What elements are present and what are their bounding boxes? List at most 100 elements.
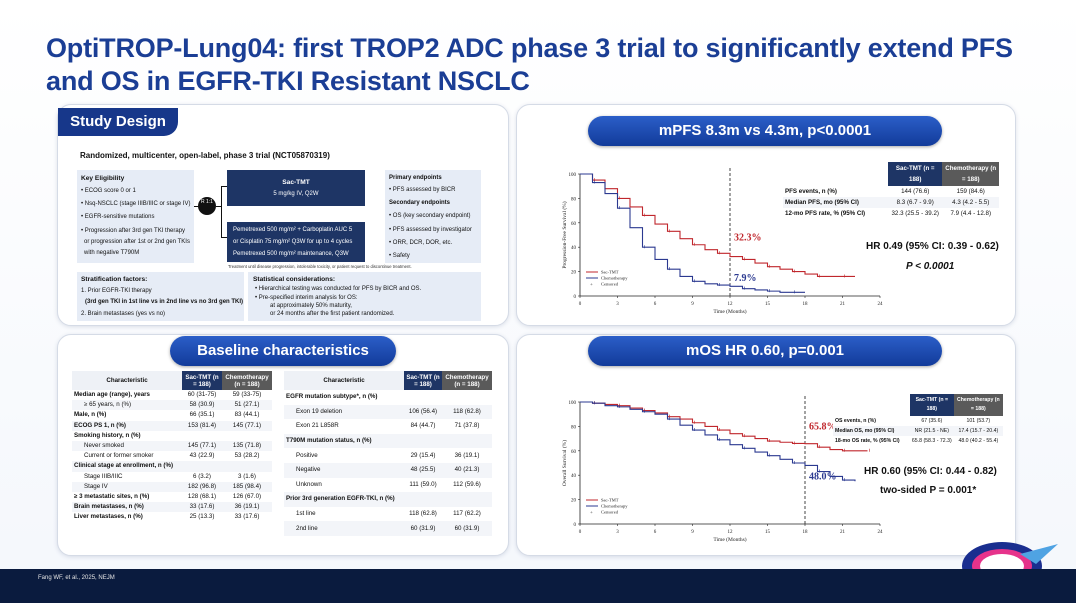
x-tick-label: 15 bbox=[765, 530, 771, 535]
baseline-left-cell: Liver metastases, n (%) bbox=[74, 513, 143, 521]
baseline-right-cell: 60 (31.9) bbox=[410, 524, 436, 532]
bl-header-chemo: Chemotherapy (n = 188) bbox=[222, 371, 272, 390]
pfs-table-row: 12-mo PFS rate, % (95% CI) 32.3 (25.5 - 3… bbox=[783, 208, 999, 219]
baseline-left-cell: 128 (68.1) bbox=[187, 492, 217, 500]
legend-label: Sac-TMT bbox=[601, 498, 619, 503]
arm2-box: Pemetrexed 500 mg/m² + Carboplatin AUC 5… bbox=[227, 222, 365, 262]
eligibility-1: • ECOG score 0 or 1 bbox=[81, 188, 136, 194]
baseline-left-row: Male, n (%) 66 (35.1) 83 (44.1) bbox=[72, 410, 272, 421]
baseline-right-row: EGFR mutation subtype*, n (%) bbox=[284, 390, 492, 405]
x-tick-label: 0 bbox=[579, 530, 582, 535]
baseline-right-row: Negative 48 (25.5) 40 (21.3) bbox=[284, 462, 492, 478]
x-tick-label: 9 bbox=[691, 530, 694, 535]
x-tick-label: 24 bbox=[878, 530, 884, 535]
stat-title: Statistical considerations: bbox=[253, 276, 336, 283]
baseline-right-cell: T790M mutation status, n (%) bbox=[286, 437, 372, 445]
arm2-line-2: or Cisplatin 75 mg/m² Q3W for up to 4 cy… bbox=[233, 239, 353, 245]
pfs-header-blank bbox=[783, 162, 888, 186]
primary-1: • PFS assessed by BICR bbox=[389, 187, 456, 193]
x-tick-label: 12 bbox=[728, 530, 734, 535]
study-heading: Randomized, multicenter, open-label, pha… bbox=[80, 151, 330, 160]
baseline-left-row: Smoking history, n (%) bbox=[72, 430, 272, 441]
pfs-table-cell: 12-mo PFS rate, % (95% CI) bbox=[785, 209, 866, 217]
baseline-left-cell: ≥ 65 years, n (%) bbox=[84, 401, 132, 409]
rate-label-sac-tmt: 32.3% bbox=[734, 232, 762, 243]
secondary-3: • ORR, DCR, DOR, etc. bbox=[389, 240, 453, 246]
pfs-table: Sac-TMT (n = 188) Chemotherapy (n = 188)… bbox=[783, 162, 999, 219]
baseline-right-cell bbox=[404, 434, 442, 449]
stat-3: at approximately 50% maturity, bbox=[270, 303, 352, 309]
legend-symbol: + bbox=[590, 511, 593, 516]
pfs-table-cell: Median PFS, mo (95% CI) bbox=[785, 198, 859, 206]
primary-title: Primary endpoints bbox=[389, 175, 442, 181]
baseline-left-cell: 6 (3.2) bbox=[193, 472, 211, 480]
y-tick-label: 100 bbox=[569, 173, 577, 178]
baseline-left-row: Never smoked 145 (77.1) 135 (71.8) bbox=[72, 440, 272, 452]
arrow-line-1 bbox=[194, 206, 198, 207]
x-tick-label: 0 bbox=[579, 302, 582, 307]
baseline-left-cell: 25 (13.3) bbox=[189, 513, 215, 521]
legend-label: Sac-TMT bbox=[601, 270, 619, 275]
os-table-cell: 101 (53.7) bbox=[966, 417, 991, 424]
baseline-left-row: Stage IV 182 (96.8) 185 (98.4) bbox=[72, 481, 272, 492]
os-table-cell: 17.4 (15.7 - 20.4) bbox=[958, 427, 999, 434]
os-hr: HR 0.60 (95% CI: 0.44 - 0.82) bbox=[864, 466, 997, 477]
baseline-left-row: ≥ 65 years, n (%) 58 (30.9) 51 (27.1) bbox=[72, 400, 272, 411]
baseline-left-row: Brain metastases, n (%) 33 (17.6) 36 (19.1… bbox=[72, 502, 272, 513]
baseline-left-cell: Clinical stage at enrollment, n (%) bbox=[74, 462, 174, 470]
baseline-left-cell: 33 (17.6) bbox=[189, 503, 215, 511]
baseline-right-cell: 84 (44.7) bbox=[410, 422, 436, 430]
y-tick-label: 80 bbox=[571, 425, 577, 430]
x-tick-label: 21 bbox=[840, 302, 846, 307]
baseline-left-cell: 66 (35.1) bbox=[189, 411, 215, 419]
baseline-left-cell: 185 (98.4) bbox=[232, 482, 262, 490]
y-tick-label: 40 bbox=[571, 474, 577, 479]
y-axis-label: Progression-Free Survival (%) bbox=[561, 201, 568, 268]
os-table-cell: 65.8 (58.3 - 72.3) bbox=[911, 437, 952, 444]
baseline-right-cell: 106 (56.4) bbox=[408, 407, 438, 415]
baseline-left-cell bbox=[182, 431, 222, 441]
baseline-right-cell: 40 (21.3) bbox=[454, 466, 480, 474]
os-table-cell: NR (21.5 - NE) bbox=[914, 427, 949, 434]
slide-title: OptiTROP-Lung04: first TROP2 ADC phase 3… bbox=[46, 33, 1013, 96]
baseline-right-cell: 29 (15.4) bbox=[410, 451, 436, 459]
baseline-left-cell: Brain metastases, n (%) bbox=[74, 503, 144, 511]
pfs-table-cell: 144 (76.6) bbox=[901, 187, 930, 195]
eligibility-3: • EGFR-sensitive mutations bbox=[81, 214, 155, 220]
baseline-left-cell: 135 (71.8) bbox=[232, 442, 262, 450]
arm2-line-3: Pemetrexed 500 mg/m² maintenance, Q3W bbox=[233, 251, 349, 257]
y-tick-label: 0 bbox=[574, 295, 577, 300]
baseline-left-cell: 182 (96.8) bbox=[187, 482, 217, 490]
x-tick-label: 6 bbox=[654, 530, 657, 535]
y-axis-label: Overall Survival (%) bbox=[561, 440, 568, 486]
baseline-table-left: Characteristic Sac-TMT (n = 188) Chemoth… bbox=[72, 371, 272, 523]
x-tick-label: 18 bbox=[803, 302, 809, 307]
x-tick-label: 18 bbox=[803, 530, 809, 535]
arm1-box: Sac-TMT 5 mg/kg IV, Q2W bbox=[227, 170, 365, 206]
os-pill: mOS HR 0.60, p=0.001 bbox=[588, 336, 942, 366]
baseline-right-cell: EGFR mutation subtype*, n (%) bbox=[286, 393, 378, 401]
baseline-left-row: Current or former smoker 43 (22.9) 53 (28.… bbox=[72, 451, 272, 462]
baseline-right-row: Unknown 111 (59.0) 112 (59.6) bbox=[284, 477, 492, 493]
baseline-left-cell: Current or former smoker bbox=[84, 452, 154, 460]
baseline-left-cell: 43 (22.9) bbox=[189, 452, 215, 460]
baseline-right-cell bbox=[442, 434, 492, 449]
y-tick-label: 80 bbox=[571, 197, 577, 202]
pfs-hr: HR 0.49 (95% CI: 0.39 - 0.62) bbox=[866, 241, 999, 252]
stat-1: • Hierarchical testing was conducted for… bbox=[255, 286, 422, 292]
pfs-table-cell: PFS events, n (%) bbox=[785, 187, 837, 195]
baseline-right-cell: Exon 21 L858R bbox=[296, 422, 339, 430]
bl-header-char: Characteristic bbox=[72, 371, 182, 390]
legend-label: Censored bbox=[601, 282, 619, 287]
km-line-chemotherapy bbox=[580, 173, 805, 293]
baseline-pill: Baseline characteristics bbox=[170, 336, 396, 366]
pfs-table-cell: 7.9 (4.4 - 12.8) bbox=[950, 209, 992, 217]
baseline-left-cell bbox=[222, 461, 272, 471]
baseline-right-cell: 117 (62.2) bbox=[453, 510, 481, 518]
baseline-right-cell: 36 (19.1) bbox=[454, 451, 480, 459]
x-tick-label: 21 bbox=[840, 530, 846, 535]
os-table-cell: 48.0 (40.2 - 55.4) bbox=[958, 437, 999, 444]
footer-citation: Fang WF, et al., 2025, NEJM bbox=[38, 575, 115, 581]
pfs-km-chart: 0 20 40 60 80 100 0 3 6 9 12 15 18 21 24 Time (Months) P… bbox=[561, 168, 883, 315]
baseline-left-cell: Median age (range), years bbox=[74, 391, 150, 399]
